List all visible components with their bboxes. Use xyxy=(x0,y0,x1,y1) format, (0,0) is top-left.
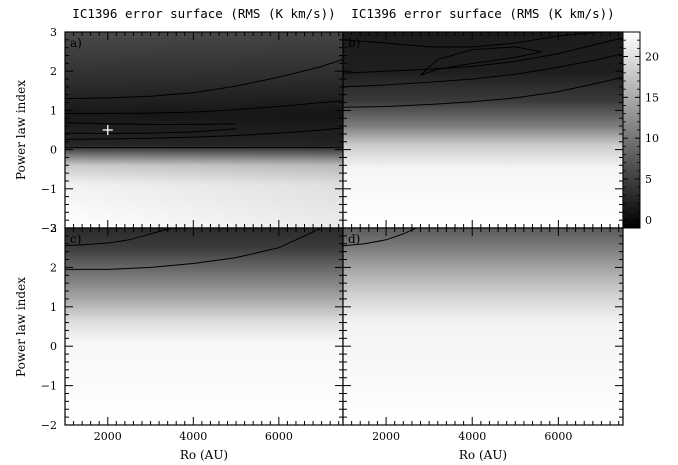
y-tick-label: 0 xyxy=(50,340,57,353)
panel-label: c) xyxy=(70,232,81,246)
x-tick-label: 2000 xyxy=(372,430,400,443)
x-tick-label: 6000 xyxy=(265,430,293,443)
panel-label: d) xyxy=(348,232,360,246)
contour-line xyxy=(342,31,623,48)
contour-line xyxy=(65,100,344,114)
x-axis-label: Ro (AU) xyxy=(459,448,507,462)
contour-line xyxy=(342,53,624,88)
y-tick-label: 0 xyxy=(50,144,57,157)
y-tick-label: −2 xyxy=(41,419,57,432)
colorbar-tick-label: 15 xyxy=(645,91,659,104)
contour-line xyxy=(342,76,624,108)
x-axis-label: Ro (AU) xyxy=(180,448,228,462)
y-axis-label: Power law index xyxy=(14,277,28,377)
colorbar-tick-label: 5 xyxy=(645,173,652,186)
x-tick-label: 4000 xyxy=(458,430,486,443)
heatmap-surface xyxy=(65,228,343,425)
y-tick-label: −1 xyxy=(41,380,57,393)
y-tick-label: 2 xyxy=(50,261,57,274)
y-axis-label: Power law index xyxy=(14,80,28,180)
heatmap-surface xyxy=(343,228,623,425)
y-tick-label: 3 xyxy=(50,222,57,235)
contour-line xyxy=(64,127,344,140)
panel-label: b) xyxy=(348,36,360,50)
panel-4: d) 2000 4000 6000 xyxy=(342,227,624,443)
y-tick-label: 3 xyxy=(50,26,57,39)
y-tick-label: 2 xyxy=(50,65,57,78)
panel-label: a) xyxy=(70,36,82,50)
y-tick-label: 1 xyxy=(50,301,57,314)
contour-line xyxy=(420,46,542,76)
title-left: IC1396 error surface (RMS (K km/s)) xyxy=(72,6,335,21)
panel-1: a) −2 −1 0 1 2 3 xyxy=(41,26,344,235)
panel-2: b) xyxy=(342,31,624,229)
panel-3: c) −2 −1 0 1 2 3 2000 4000 6000 xyxy=(41,222,344,443)
panel-frame xyxy=(342,227,624,426)
title-right: IC1396 error surface (RMS (K km/s)) xyxy=(351,6,614,21)
x-tick-label: 6000 xyxy=(544,430,572,443)
y-tick-label: −2 xyxy=(41,222,57,235)
contour-line xyxy=(64,227,173,247)
contour-line xyxy=(342,37,624,74)
heatmap-surface xyxy=(343,32,623,228)
colorbar: 0 5 10 15 20 xyxy=(622,31,659,229)
contour-line xyxy=(342,227,417,247)
contour-line xyxy=(64,122,237,125)
x-tick-label: 4000 xyxy=(179,430,207,443)
y-tick-label: 1 xyxy=(50,104,57,117)
colorbar-tick-label: 20 xyxy=(645,51,659,64)
colorbar-tick-label: 0 xyxy=(645,214,652,227)
y-tick-label: −1 xyxy=(41,183,57,196)
colorbar-tick-label: 10 xyxy=(645,132,659,145)
x-tick-label: 2000 xyxy=(94,430,122,443)
contour-line xyxy=(64,58,344,100)
contour-line xyxy=(65,227,322,270)
contour-line xyxy=(64,128,237,135)
